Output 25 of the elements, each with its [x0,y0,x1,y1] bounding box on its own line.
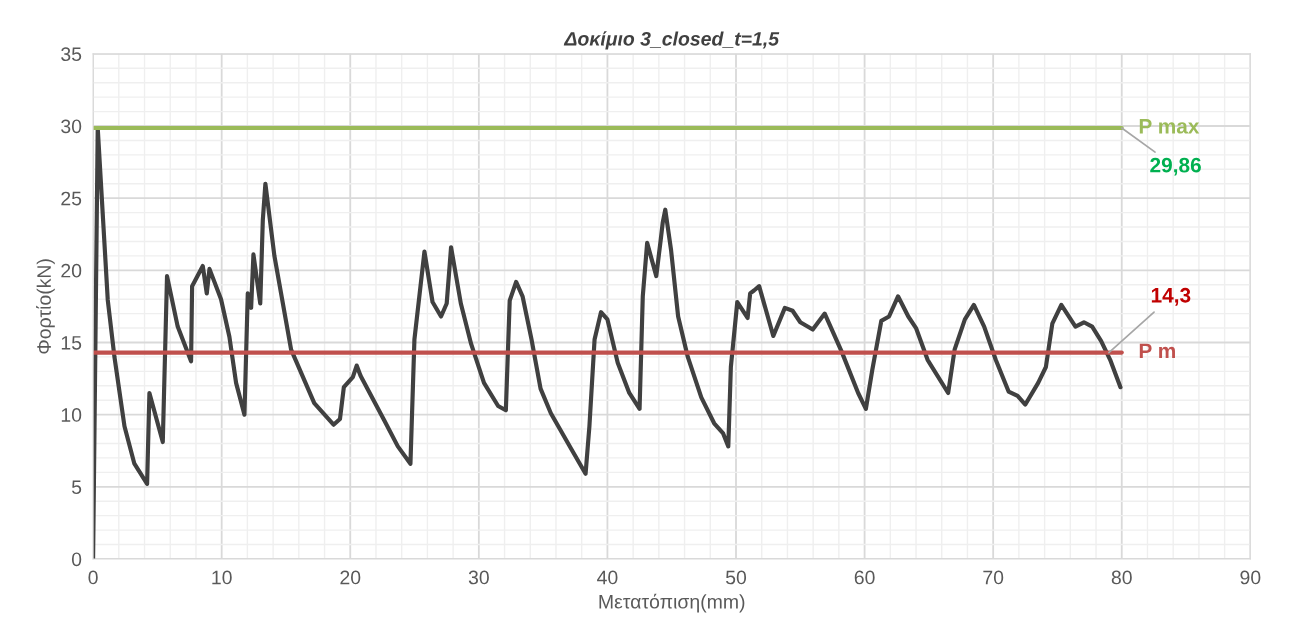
x-tick-label: 10 [212,570,232,585]
x-tick-label: 80 [1111,570,1132,585]
y-axis-title: Φορτίο(kN) [36,259,55,354]
x-tick-label: 70 [983,570,1004,585]
chart-title: Δοκίμιο 3_closed_t=1,5 [563,31,780,50]
annotation: 14,3 [1151,287,1191,306]
y-tick-label: 20 [61,263,82,278]
x-tick-label: 40 [597,570,618,585]
series-label: P m [1139,343,1175,358]
x-tick-label: 50 [725,570,747,585]
x-tick-label: 0 [88,570,98,585]
y-tick-label: 5 [71,480,82,495]
y-tick-label: 15 [61,336,82,350]
y-tick-label: 0 [71,552,82,567]
x-tick-label: 20 [340,570,361,585]
x-tick-label: 90 [1240,570,1261,585]
x-tick-label: 60 [854,570,875,585]
y-tick-label: 25 [61,191,82,206]
x-tick-label: 30 [468,570,489,585]
y-tick-label: 35 [61,47,82,62]
y-tick-label: 30 [61,119,82,134]
x-axis-title: Μετατόπιση(mm) [599,593,745,613]
annotation: 29,86 [1150,157,1201,176]
y-tick-label: 10 [61,408,82,422]
series-label: P max [1139,119,1200,134]
